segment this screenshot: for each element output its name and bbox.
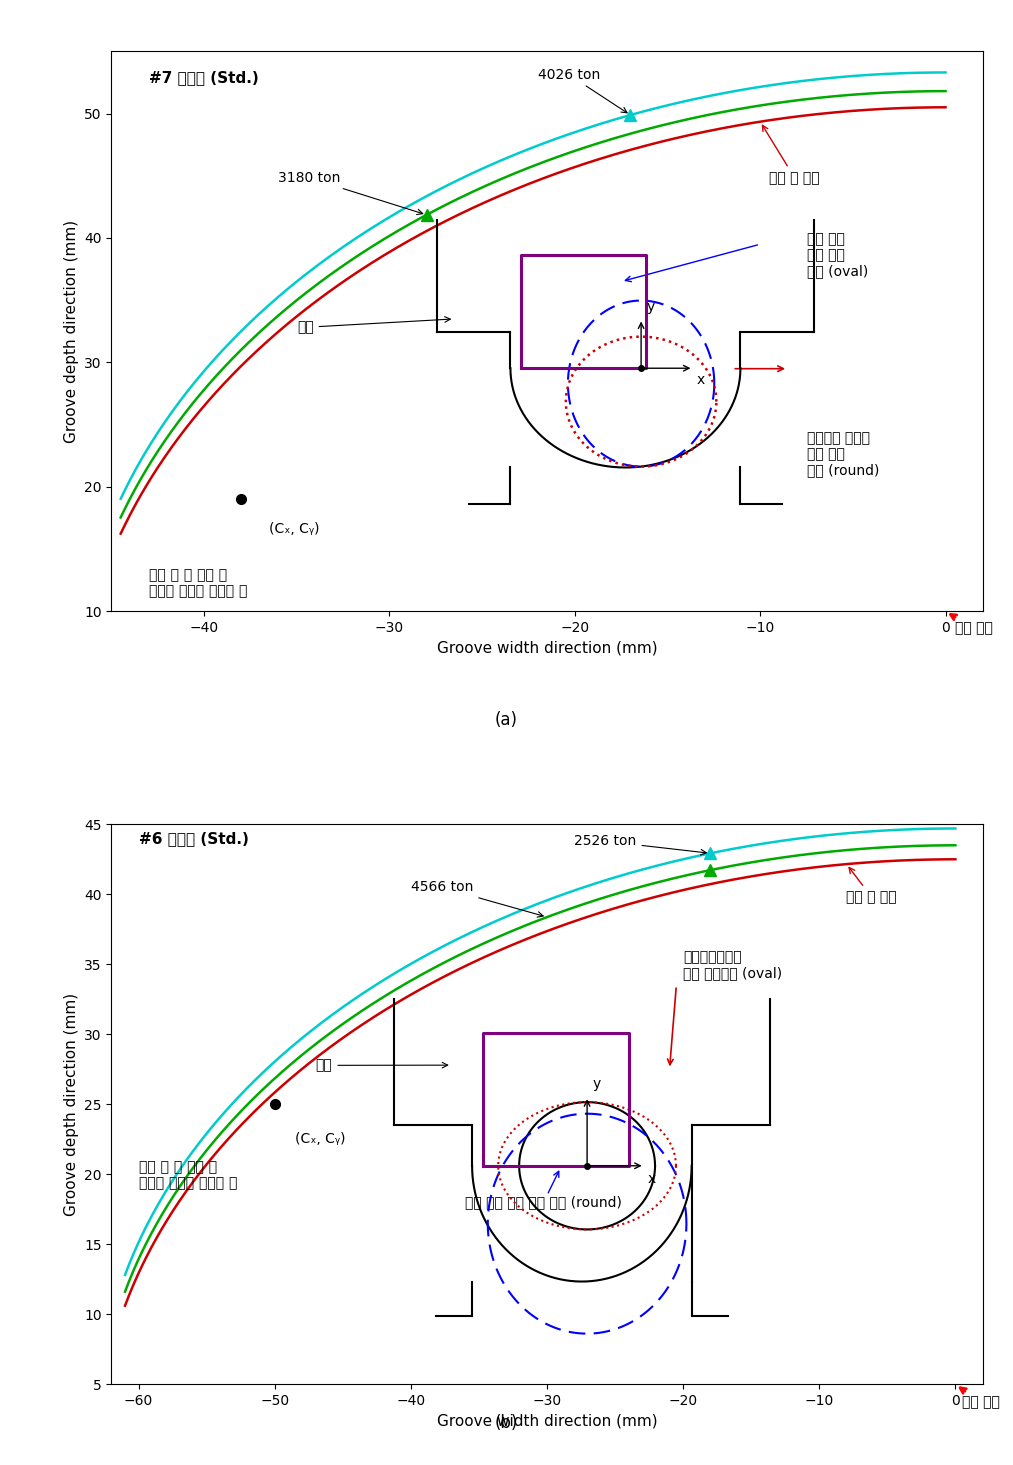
- Text: #7 스탠드 (Std.): #7 스탠드 (Std.): [149, 70, 258, 85]
- Text: 들어 오는 소재 단면 형상 (round): 들어 오는 소재 단면 형상 (round): [465, 1195, 622, 1210]
- Text: (Cₓ, Cᵧ): (Cₓ, Cᵧ): [269, 522, 319, 536]
- Text: (Cₓ, Cᵧ): (Cₓ, Cᵧ): [295, 1132, 345, 1146]
- Text: 공형 중심: 공형 중심: [950, 614, 993, 636]
- Text: 3180 ton: 3180 ton: [279, 171, 422, 214]
- Text: 4566 ton: 4566 ton: [411, 880, 543, 917]
- Text: #6 스탠드 (Std.): #6 스탠드 (Std.): [139, 831, 248, 847]
- X-axis label: Groove width direction (mm): Groove width direction (mm): [437, 640, 657, 656]
- Text: 들어 오는
소재 단면
형상 (oval): 들어 오는 소재 단면 형상 (oval): [806, 231, 868, 278]
- Text: 압연되어나오는
소재 단면형상 (oval): 압연되어나오는 소재 단면형상 (oval): [683, 951, 782, 980]
- Y-axis label: Groove depth direction (mm): Groove depth direction (mm): [64, 993, 79, 1216]
- X-axis label: Groove width direction (mm): Groove width direction (mm): [437, 1414, 657, 1428]
- Text: 공형 중심: 공형 중심: [960, 1387, 1000, 1409]
- Text: 압연 후 롤 공형 과
소재가 접촉을 마치는 점: 압연 후 롤 공형 과 소재가 접촉을 마치는 점: [139, 1160, 237, 1191]
- Text: (a): (a): [495, 711, 518, 730]
- Text: 초기 롤 공형: 초기 롤 공형: [847, 867, 898, 904]
- Text: 4026 ton: 4026 ton: [538, 67, 627, 113]
- Y-axis label: Groove depth direction (mm): Groove depth direction (mm): [64, 220, 79, 442]
- Text: (b): (b): [494, 1414, 519, 1433]
- Text: 압연 후 롤 공형 과
소재가 접촉을 마치는 점: 압연 후 롤 공형 과 소재가 접촉을 마치는 점: [149, 568, 247, 598]
- Text: 확대: 확대: [297, 316, 451, 334]
- Text: 초기 롤 공형: 초기 롤 공형: [763, 126, 821, 185]
- Text: 확대: 확대: [316, 1058, 448, 1072]
- Text: 2526 ton: 2526 ton: [574, 834, 706, 856]
- Text: 압연되어 나오는
소재 단면
형상 (round): 압연되어 나오는 소재 단면 형상 (round): [806, 431, 879, 478]
